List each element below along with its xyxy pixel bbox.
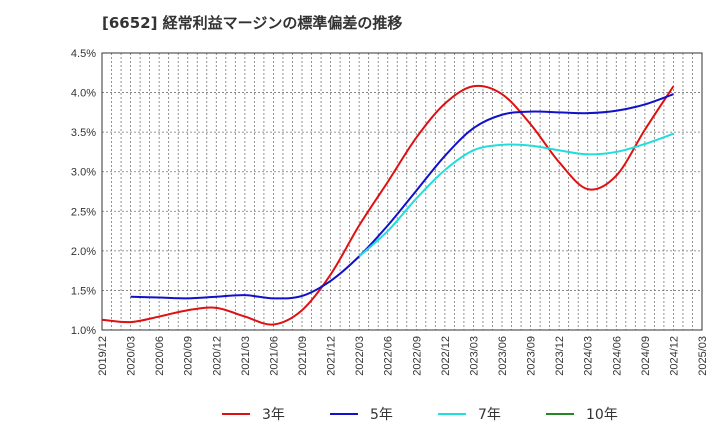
x-tick-label: 2025/03: [697, 336, 709, 376]
x-tick-label: 2020/06: [154, 336, 166, 376]
y-tick-label: 4.0%: [71, 88, 96, 100]
x-tick-label: 2020/12: [211, 336, 223, 376]
x-tick-label: 2021/09: [297, 336, 309, 376]
legend-label: 7年: [478, 407, 501, 423]
y-tick-label: 2.5%: [71, 206, 96, 218]
x-tick-label: 2019/12: [97, 336, 109, 376]
x-tick-label: 2020/03: [126, 336, 138, 376]
series-line-7年: [358, 132, 674, 258]
legend-label: 10年: [586, 407, 618, 423]
y-tick-label: 3.0%: [71, 167, 96, 179]
x-tick-label: 2021/03: [240, 336, 252, 376]
y-tick-label: 4.5%: [71, 48, 96, 60]
x-tick-label: 2022/06: [383, 336, 395, 376]
y-tick-label: 2.0%: [71, 246, 96, 258]
x-tick-label: 2020/09: [183, 336, 195, 376]
x-tick-label: 2022/12: [440, 336, 452, 376]
y-tick-label: 1.5%: [71, 285, 96, 297]
x-tick-label: 2024/09: [640, 336, 652, 376]
x-tick-label: 2024/12: [668, 336, 680, 376]
grid: [102, 53, 702, 330]
y-tick-label: 3.5%: [71, 127, 96, 139]
x-tick-label: 2024/03: [583, 336, 595, 376]
axes: 1.0% 1.5% 2.0% 2.5% 3.0% 3.5% 4.0% 4.5% 2019/12 2…: [71, 48, 709, 376]
series-line-3年: [101, 84, 675, 326]
x-tick-label: 2023/12: [554, 336, 566, 376]
series-line-5年: [130, 93, 674, 300]
series-lines: [101, 84, 675, 326]
x-tick-label: 2024/06: [611, 336, 623, 376]
x-tick-label: 2023/06: [497, 336, 509, 376]
x-tick-label: 2022/09: [411, 336, 423, 376]
legend: 3年 5年 7年 10年: [222, 407, 618, 423]
legend-label: 5年: [370, 407, 393, 423]
x-tick-label: 2023/09: [526, 336, 538, 376]
x-tick-label: 2023/03: [468, 336, 480, 376]
y-tick-label: 1.0%: [71, 325, 96, 337]
chart-title: [6652] 経常利益マージンの標準偏差の推移: [102, 14, 403, 32]
legend-label: 3年: [262, 407, 285, 423]
plot-area: [101, 52, 703, 331]
x-tick-label: 2022/03: [354, 336, 366, 376]
x-tick-label: 2021/12: [326, 336, 338, 376]
x-tick-label: 2021/06: [268, 336, 280, 376]
